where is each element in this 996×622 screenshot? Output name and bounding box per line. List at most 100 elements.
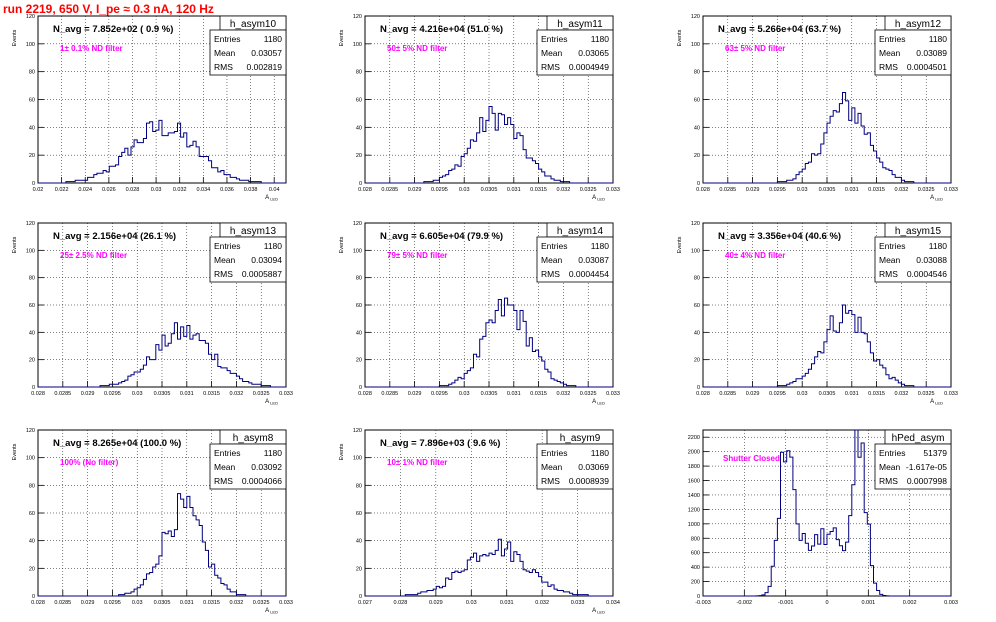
x-axis-label: A LED <box>592 399 605 406</box>
stats-label: Entries <box>541 241 567 251</box>
x-tick-label: 0.032 <box>230 600 244 606</box>
y-tick-label: 120 <box>691 14 700 20</box>
stats-label: Entries <box>879 241 905 251</box>
x-tick-label: 0.0325 <box>253 600 270 606</box>
x-tick-label: 0.033 <box>279 391 293 397</box>
histogram-line-hPed_asym <box>703 429 951 597</box>
y-tick-label: 100 <box>353 42 362 48</box>
y-tick-label: 80 <box>356 70 362 76</box>
filter-annotation: 1± 0.1% ND filter <box>60 44 123 53</box>
stats-value: 1180 <box>264 448 283 458</box>
x-tick-label: 0.0325 <box>918 391 935 397</box>
filter-annotation: 25± 2.5% ND filter <box>60 251 127 260</box>
y-tick-label: 20 <box>356 153 362 159</box>
x-tick-label: 0.029 <box>408 391 422 397</box>
y-tick-label: 40 <box>356 330 362 336</box>
stats-value: 0.0007998 <box>907 476 947 486</box>
x-tick-label: 0.0325 <box>580 187 597 193</box>
x-tick-label: 0.036 <box>220 187 234 193</box>
y-tick-label: 80 <box>29 70 35 76</box>
y-tick-label: 20 <box>29 153 35 159</box>
x-axis-label: A LED <box>265 608 278 615</box>
x-tick-label: 0.029 <box>746 391 760 397</box>
run-title: run 2219, 650 V, I_pe ≈ 0.3 nA, 120 Hz <box>3 2 214 16</box>
x-tick-label: 0.0285 <box>719 391 736 397</box>
y-tick-label: 60 <box>356 303 362 309</box>
stats-value: 0.03089 <box>916 48 947 58</box>
x-tick-label: 0.0315 <box>203 391 220 397</box>
stats-title: h_asym11 <box>557 19 603 30</box>
y-tick-label: 40 <box>694 125 700 131</box>
navg-label: N_avg = 2.156e+04 (26.1 %) <box>53 231 176 242</box>
y-tick-label: 100 <box>26 456 35 462</box>
y-tick-label: 1800 <box>688 464 700 470</box>
y-tick-label: 60 <box>29 303 35 309</box>
x-tick-label: 0.029 <box>746 187 760 193</box>
x-tick-label: 0.028 <box>696 391 710 397</box>
stats-box <box>874 29 952 76</box>
y-tick-label: 40 <box>356 125 362 131</box>
stats-value: 1180 <box>929 34 948 44</box>
x-tick-label: 0.028 <box>358 187 372 193</box>
x-tick-label: 0.028 <box>696 187 710 193</box>
x-tick-label: 0.0315 <box>530 187 547 193</box>
x-axis-label: A LED <box>265 195 278 202</box>
x-tick-label: 0.034 <box>606 600 620 606</box>
histogram-panel-h_asym13: 0 20 40 60 80 100 120 0.028 0.0285 0.029 0.0295 0.0… <box>12 221 293 406</box>
x-tick-label: 0.03 <box>466 600 477 606</box>
stats-label: Mean <box>214 255 236 265</box>
stats-label: RMS <box>541 62 560 72</box>
stats-box <box>536 29 614 76</box>
navg-label: N_avg = 7.852e+02 ( 0.9 %) <box>53 24 173 35</box>
x-tick-label: 0.031 <box>845 187 859 193</box>
stats-title: h_asym12 <box>895 19 942 30</box>
stats-title: h_asym14 <box>557 226 604 237</box>
x-tick-label: 0.031 <box>180 391 194 397</box>
x-tick-label: 0.033 <box>279 600 293 606</box>
x-tick-label: 0.0305 <box>481 187 498 193</box>
x-tick-label: 0.032 <box>230 391 244 397</box>
stats-label: Mean <box>541 255 563 265</box>
y-tick-label: 60 <box>694 303 700 309</box>
stats-label: Entries <box>214 448 240 458</box>
y-tick-label: 2000 <box>688 450 700 456</box>
y-tick-label: 20 <box>356 566 362 572</box>
stats-title: h_asym8 <box>233 433 274 444</box>
x-tick-label: 0.03 <box>459 391 470 397</box>
x-tick-label: 0.0305 <box>154 600 171 606</box>
y-tick-label: 1200 <box>688 507 700 513</box>
stats-title: h_asym9 <box>560 433 601 444</box>
stats-label: RMS <box>541 269 560 279</box>
x-tick-label: -0.001 <box>778 600 794 606</box>
stats-label: Entries <box>214 34 240 44</box>
histogram-panel-h_asym9: 0 20 40 60 80 100 120 0.027 0.028 0.029 0.03 0.031 0… <box>339 428 620 615</box>
stats-label: RMS <box>879 62 898 72</box>
histogram-panel-h_asym11: 0 20 40 60 80 100 120 0.028 0.0285 0.029 0.0295 0.0… <box>339 14 620 202</box>
x-tick-label: 0.031 <box>507 187 521 193</box>
stats-value: 0.0005887 <box>242 269 282 279</box>
stats-label: Entries <box>879 448 905 458</box>
y-tick-label: 60 <box>356 98 362 104</box>
stats-box <box>536 443 614 490</box>
y-tick-label: 600 <box>691 551 700 557</box>
x-tick-label: 0.031 <box>507 391 521 397</box>
x-tick-label: 0.0285 <box>381 187 398 193</box>
y-tick-label: 2200 <box>688 435 700 441</box>
y-tick-label: 20 <box>356 358 362 364</box>
stats-label: RMS <box>214 476 233 486</box>
stats-value: 0.0004949 <box>569 62 609 72</box>
y-tick-label: 100 <box>691 42 700 48</box>
x-tick-label: 0.0315 <box>868 187 885 193</box>
x-tick-label: 0.0305 <box>819 391 836 397</box>
x-tick-label: 0.031 <box>500 600 514 606</box>
x-tick-label: 0.0295 <box>431 391 448 397</box>
histogram-line-h_asym10 <box>38 119 286 184</box>
stats-label: RMS <box>879 476 898 486</box>
x-tick-label: 0.0325 <box>918 187 935 193</box>
x-tick-label: 0.02 <box>33 187 44 193</box>
stats-label: Mean <box>214 48 236 58</box>
x-tick-label: 0.032 <box>557 391 571 397</box>
y-tick-label: 60 <box>356 511 362 517</box>
y-tick-label: 80 <box>356 483 362 489</box>
